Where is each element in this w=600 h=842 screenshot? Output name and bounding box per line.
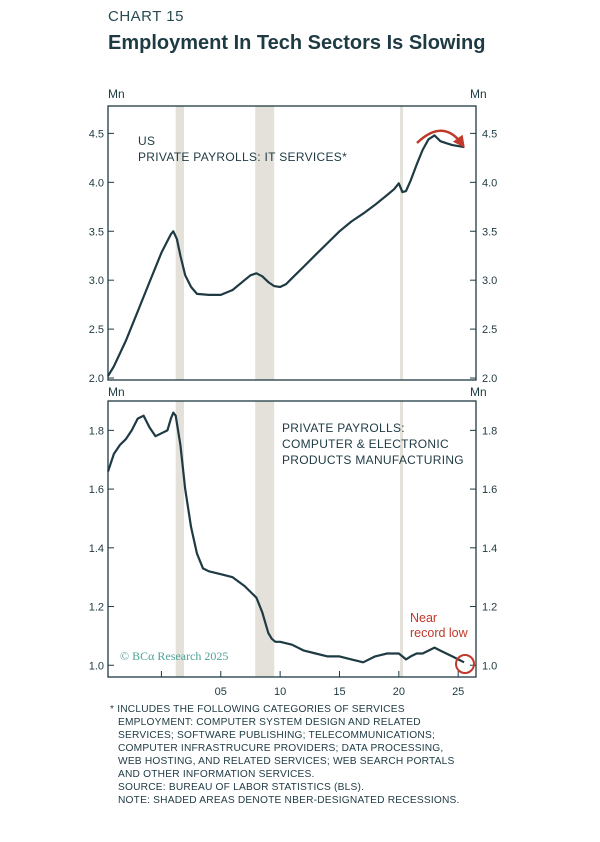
x-tick-label: 25 bbox=[452, 686, 464, 698]
footnote-line: SERVICES; SOFTWARE PUBLISHING; TELECOMMU… bbox=[118, 730, 435, 741]
y-tick-label-left: 3.5 bbox=[89, 226, 104, 238]
y-tick-label-left: 1.2 bbox=[89, 602, 104, 614]
x-axis-ticks: 05 10 15 20 25 bbox=[160, 671, 464, 698]
y-tick-label-left: 4.5 bbox=[89, 128, 104, 140]
annotation-line-1: Near bbox=[410, 611, 437, 625]
y-tick-label-left: 2.0 bbox=[89, 373, 104, 385]
y-tick-label-right: 1.8 bbox=[482, 425, 497, 437]
bottom-panel-unit-right: Mn bbox=[470, 385, 487, 399]
recession-band bbox=[400, 401, 403, 677]
y-tick-label-right: 2.5 bbox=[482, 324, 497, 336]
y-tick-label-right: 3.0 bbox=[482, 275, 497, 287]
bottom-panel-title-line-1: PRIVATE PAYROLLS: bbox=[282, 421, 405, 435]
annotation-line-2: record low bbox=[410, 626, 469, 640]
footnote-source: SOURCE: BUREAU OF LABOR STATISTICS (BLS)… bbox=[118, 782, 365, 793]
footnote-line: COMPUTER INFRASTRUCURE PROVIDERS; DATA P… bbox=[118, 743, 444, 754]
top-panel-unit-left: Mn bbox=[108, 87, 125, 101]
y-tick-label-right: 4.0 bbox=[482, 177, 497, 189]
footnote-line: AND OTHER INFORMATION SERVICES. bbox=[118, 769, 315, 780]
y-tick-label-left: 1.4 bbox=[89, 543, 104, 555]
y-tick-label-right: 1.4 bbox=[482, 543, 497, 555]
recession-band bbox=[175, 401, 184, 677]
x-tick-label: 15 bbox=[333, 686, 345, 698]
bottom-panel-title-line-2: COMPUTER & ELECTRONIC bbox=[282, 437, 449, 451]
y-tick-label-left: 1.0 bbox=[89, 660, 104, 672]
bottom-panel-frame bbox=[107, 400, 477, 678]
top-panel-title-line-1: US bbox=[138, 134, 155, 148]
y-tick-label-right: 1.0 bbox=[482, 660, 497, 672]
computer-manufacturing-series-line bbox=[106, 411, 465, 664]
top-panel-frame bbox=[107, 105, 477, 381]
top-panel-title-line-2: PRIVATE PAYROLLS: IT SERVICES* bbox=[138, 150, 347, 164]
slowing-arrow-icon bbox=[416, 129, 465, 148]
bottom-panel-title-line-3: PRODUCTS MANUFACTURING bbox=[282, 453, 464, 467]
record-low-marker bbox=[455, 654, 475, 674]
y-tick-label-right: 1.2 bbox=[482, 602, 497, 614]
bottom-panel-unit-left: Mn bbox=[108, 385, 125, 399]
y-tick-label-right: 1.6 bbox=[482, 484, 497, 496]
top-panel-unit-right: Mn bbox=[470, 87, 487, 101]
top-panel-y-ticks: 2.0 2.0 2.5 2.5 3.0 3.0 3.5 3.5 4.0 4.0 4.5 4.5 bbox=[89, 128, 498, 385]
recession-band bbox=[400, 106, 403, 380]
recession-band bbox=[175, 106, 184, 380]
footnote-line: WEB HOSTING, AND RELATED SERVICES; WEB S… bbox=[118, 756, 455, 767]
it-services-series-line bbox=[107, 134, 465, 377]
recession-band bbox=[255, 106, 275, 380]
y-tick-label-right: 2.0 bbox=[482, 373, 497, 385]
y-tick-label-left: 3.0 bbox=[89, 275, 104, 287]
watermark: © BCα Research 2025 bbox=[120, 649, 228, 663]
y-tick-label-left: 2.5 bbox=[89, 324, 104, 336]
y-tick-label-left: 1.8 bbox=[89, 425, 104, 437]
footnote-note: NOTE: SHADED AREAS DENOTE NBER-DESIGNATE… bbox=[118, 795, 460, 806]
bottom-panel-y-ticks: 1.0 1.0 1.2 1.2 1.4 1.4 1.6 1.6 1.8 1.8 bbox=[89, 425, 498, 672]
x-tick-label: 20 bbox=[393, 686, 405, 698]
x-tick-label: 10 bbox=[274, 686, 286, 698]
chart-title: Employment In Tech Sectors Is Slowing bbox=[108, 32, 486, 54]
y-tick-label-right: 4.5 bbox=[482, 128, 497, 140]
footnote-line: EMPLOYMENT: COMPUTER SYSTEM DESIGN AND R… bbox=[118, 717, 421, 728]
recession-band bbox=[255, 401, 275, 677]
chart-number: CHART 15 bbox=[108, 8, 184, 25]
y-tick-label-right: 3.5 bbox=[482, 226, 497, 238]
footnote-line: * INCLUDES THE FOLLOWING CATEGORIES OF S… bbox=[110, 704, 405, 715]
footnotes: * INCLUDES THE FOLLOWING CATEGORIES OF S… bbox=[110, 703, 510, 807]
top-panel-recessions bbox=[175, 106, 403, 380]
y-tick-label-left: 4.0 bbox=[89, 177, 104, 189]
x-tick-label: 05 bbox=[215, 686, 227, 698]
y-tick-label-left: 1.6 bbox=[89, 484, 104, 496]
